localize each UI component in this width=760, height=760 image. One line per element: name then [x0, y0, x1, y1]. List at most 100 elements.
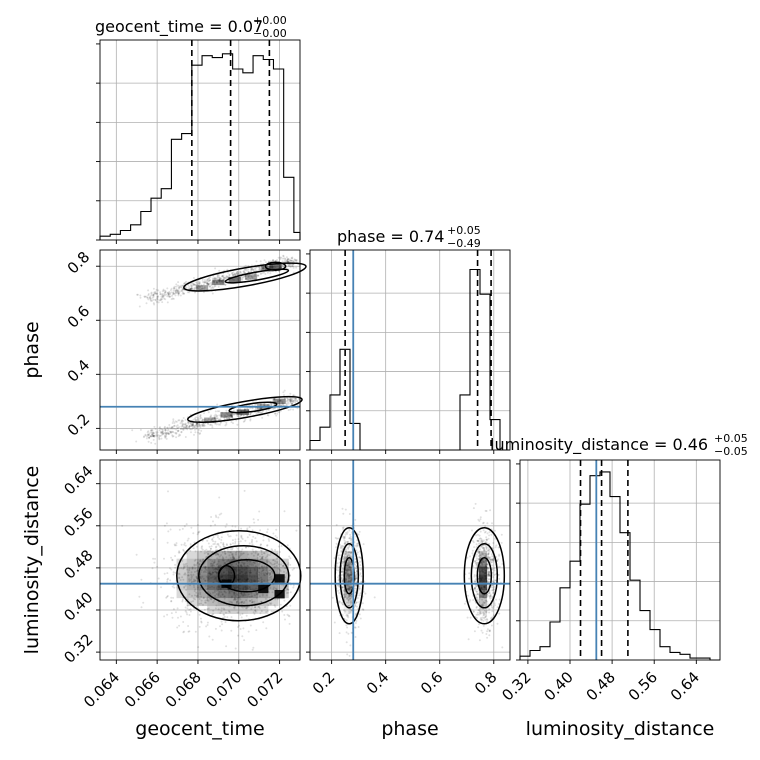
- scatter-luminosity-distance-vs-geocent-time: [215, 552, 218, 555]
- scatter-luminosity-distance-vs-geocent-time: [192, 580, 195, 583]
- scatter-luminosity-distance-vs-phase: [494, 529, 496, 532]
- scatter-luminosity-distance-vs-geocent-time: [233, 598, 236, 601]
- scatter-phase-vs-geocent-time: [156, 434, 159, 437]
- scatter-phase-vs-geocent-time: [147, 298, 150, 301]
- scatter-phase-vs-geocent-time: [272, 259, 275, 262]
- scatter-phase-vs-geocent-time: [195, 426, 198, 429]
- scatter-luminosity-distance-vs-geocent-time: [190, 573, 193, 576]
- scatter-phase-vs-geocent-time: [206, 278, 209, 281]
- scatter-phase-vs-geocent-time: [159, 427, 162, 430]
- scatter-luminosity-distance-vs-geocent-time: [283, 570, 285, 573]
- scatter-phase-vs-geocent-time: [208, 285, 211, 288]
- scatter-luminosity-distance-vs-geocent-time: [250, 552, 253, 555]
- scatter-phase-vs-geocent-time: [190, 287, 193, 289]
- scatter-luminosity-distance-vs-geocent-time: [283, 510, 286, 513]
- scatter-phase-vs-geocent-time: [282, 255, 285, 258]
- scatter-phase-vs-geocent-time: [184, 427, 187, 430]
- scatter-luminosity-distance-vs-phase: [355, 572, 358, 575]
- scatter-luminosity-distance-vs-geocent-time: [247, 557, 250, 560]
- scatter-luminosity-distance-vs-geocent-time: [222, 557, 225, 559]
- scatter-phase-vs-geocent-time: [215, 423, 218, 426]
- scatter-luminosity-distance-vs-geocent-time: [188, 567, 191, 570]
- scatter-phase-vs-geocent-time: [255, 412, 258, 415]
- scatter-phase-vs-geocent-time: [291, 257, 294, 260]
- scatter-luminosity-distance-vs-geocent-time: [182, 621, 185, 623]
- scatter-luminosity-distance-vs-geocent-time: [262, 621, 265, 624]
- scatter-luminosity-distance-vs-geocent-time: [274, 605, 277, 608]
- scatter-luminosity-distance-vs-phase: [474, 578, 477, 581]
- scatter-luminosity-distance-vs-geocent-time: [192, 547, 195, 550]
- scatter-phase-vs-geocent-time: [261, 272, 264, 274]
- scatter-phase-vs-geocent-time: [189, 422, 192, 425]
- scatter-phase-vs-geocent-time: [189, 428, 192, 431]
- scatter-phase-vs-geocent-time: [177, 291, 180, 294]
- scatter-phase-vs-geocent-time: [155, 292, 157, 295]
- scatter-luminosity-distance-vs-phase: [495, 598, 498, 601]
- scatter-phase-vs-geocent-time: [167, 293, 170, 296]
- scatter-luminosity-distance-vs-geocent-time: [178, 550, 181, 553]
- scatter-phase-vs-geocent-time: [213, 416, 216, 419]
- scatter-luminosity-distance-vs-geocent-time: [214, 540, 217, 543]
- scatter-phase-vs-geocent-time: [206, 282, 208, 285]
- scatter-luminosity-distance-vs-geocent-time: [248, 599, 251, 602]
- xtick-label-phase: 0.8: [471, 668, 501, 698]
- scatter-luminosity-distance-vs-geocent-time: [194, 558, 197, 561]
- scatter-luminosity-distance-vs-geocent-time: [173, 586, 176, 589]
- scatter-luminosity-distance-vs-geocent-time: [261, 555, 264, 558]
- scatter-luminosity-distance-vs-phase: [361, 608, 364, 611]
- scatter-phase-vs-geocent-time: [162, 289, 165, 292]
- scatter-phase-vs-geocent-time: [164, 428, 167, 431]
- scatter-phase-vs-geocent-time: [179, 427, 182, 430]
- density-cell-lum-geocent: [207, 558, 218, 567]
- scatter-luminosity-distance-vs-geocent-time: [252, 518, 255, 521]
- scatter-luminosity-distance-vs-geocent-time: [222, 546, 225, 548]
- scatter-luminosity-distance-vs-geocent-time: [246, 606, 249, 609]
- scatter-luminosity-distance-vs-geocent-time: [220, 607, 223, 610]
- xtick-label-phase: 0.4: [363, 668, 393, 698]
- scatter-luminosity-distance-vs-geocent-time: [241, 538, 244, 540]
- scatter-luminosity-distance-vs-geocent-time: [221, 556, 224, 558]
- scatter-phase-vs-geocent-time: [211, 424, 214, 427]
- scatter-phase-vs-geocent-time: [151, 429, 154, 431]
- scatter-luminosity-distance-vs-geocent-time: [286, 592, 288, 594]
- scatter-luminosity-distance-vs-geocent-time: [179, 579, 182, 581]
- scatter-phase-vs-geocent-time: [197, 428, 200, 431]
- scatter-phase-vs-geocent-time: [170, 431, 172, 434]
- scatter-phase-vs-geocent-time: [282, 402, 285, 405]
- scatter-phase-vs-geocent-time: [262, 266, 265, 269]
- density-cell-lum-geocent: [227, 606, 238, 614]
- scatter-phase-vs-geocent-time: [232, 422, 234, 425]
- scatter-luminosity-distance-vs-geocent-time: [254, 551, 257, 554]
- density-cell-lum-geocent: [186, 590, 197, 599]
- scatter-luminosity-distance-vs-geocent-time: [190, 571, 193, 574]
- scatter-luminosity-distance-vs-phase: [344, 508, 347, 511]
- scatter-luminosity-distance-vs-phase: [354, 518, 357, 521]
- scatter-phase-vs-geocent-time: [210, 419, 212, 421]
- scatter-luminosity-distance-vs-geocent-time: [252, 561, 255, 564]
- scatter-luminosity-distance-vs-phase: [493, 604, 496, 607]
- scatter-luminosity-distance-vs-geocent-time: [222, 542, 225, 544]
- scatter-phase-vs-geocent-time: [148, 433, 151, 436]
- scatter-luminosity-distance-vs-geocent-time: [183, 573, 186, 576]
- scatter-luminosity-distance-vs-geocent-time: [250, 595, 253, 598]
- scatter-phase-vs-geocent-time: [152, 431, 155, 434]
- scatter-phase-vs-geocent-time: [161, 301, 164, 304]
- scatter-luminosity-distance-vs-geocent-time: [262, 567, 265, 570]
- scatter-phase-vs-geocent-time: [152, 435, 155, 438]
- scatter-luminosity-distance-vs-geocent-time: [245, 614, 248, 617]
- scatter-phase-vs-geocent-time: [215, 280, 218, 283]
- scatter-luminosity-distance-vs-geocent-time: [202, 597, 205, 600]
- scatter-phase-vs-geocent-time: [162, 295, 165, 297]
- scatter-luminosity-distance-vs-geocent-time: [248, 533, 251, 536]
- scatter-phase-vs-geocent-time: [258, 407, 261, 410]
- scatter-luminosity-distance-vs-geocent-time: [261, 567, 264, 570]
- scatter-luminosity-distance-vs-phase: [364, 592, 367, 595]
- scatter-phase-vs-geocent-time: [181, 292, 184, 295]
- scatter-phase-vs-geocent-time: [292, 397, 294, 400]
- scatter-luminosity-distance-vs-geocent-time: [203, 570, 206, 573]
- scatter-luminosity-distance-vs-geocent-time: [174, 563, 177, 566]
- scatter-phase-vs-geocent-time: [200, 284, 203, 287]
- scatter-phase-vs-geocent-time: [174, 420, 177, 423]
- scatter-phase-vs-geocent-time: [167, 294, 170, 297]
- scatter-luminosity-distance-vs-geocent-time: [192, 597, 195, 600]
